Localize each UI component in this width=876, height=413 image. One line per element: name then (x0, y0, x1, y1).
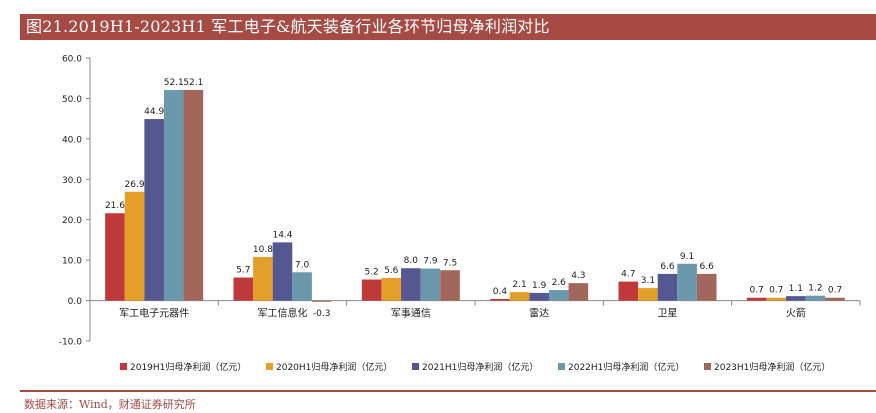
legend-swatch (266, 363, 273, 370)
data-label: 26.9 (125, 180, 145, 190)
x-category-label: 军工信息化 (258, 307, 308, 320)
bar-4 (805, 295, 826, 301)
bar-2 (638, 288, 658, 301)
y-tick-label: -10.0 (59, 338, 83, 348)
data-label: 0.7 (769, 286, 783, 296)
data-label: 10.8 (253, 245, 273, 255)
data-label: 2.6 (552, 278, 567, 288)
legend-swatch (558, 363, 565, 370)
legend-label: 2020H1归母净利润（亿元） (276, 361, 392, 373)
data-label: 14.4 (272, 230, 292, 240)
bar-3 (786, 296, 806, 301)
y-tick-label: 0.0 (68, 297, 83, 307)
data-label: 8.0 (404, 256, 419, 266)
legend-swatch (704, 363, 711, 370)
bar-1 (233, 277, 254, 301)
legend-label: 2019H1归母净利润（亿元） (130, 361, 246, 373)
y-tick-label: 10.0 (62, 257, 82, 267)
bar-3 (272, 242, 293, 301)
chart-title: 图21.2019H1-2023H1 军工电子&航天装备行业各环节归母净利润对比 (26, 17, 550, 36)
y-tick-label: 40.0 (62, 135, 82, 145)
y-tick-label: 60.0 (62, 55, 82, 65)
data-label: 0.7 (749, 286, 763, 296)
data-label: 5.2 (364, 268, 378, 278)
data-label: 4.3 (571, 271, 585, 281)
bar-1 (746, 297, 767, 301)
data-label: 0.7 (828, 286, 842, 296)
bar-5 (311, 300, 332, 302)
bar-4 (548, 290, 569, 301)
bar-4 (677, 263, 697, 301)
legend-swatch (412, 363, 419, 370)
bar-2 (253, 256, 273, 301)
data-label: 5.7 (236, 266, 250, 276)
data-label: 52.1 (164, 78, 184, 88)
bar-2 (124, 191, 145, 301)
data-label: 7.0 (295, 260, 310, 270)
bar-1 (105, 213, 125, 301)
bar-3 (401, 268, 421, 301)
data-label: 5.6 (384, 266, 399, 276)
data-label: 6.6 (700, 262, 715, 272)
bar-2 (381, 277, 402, 301)
data-label: -0.3 (313, 309, 331, 319)
bar-5 (183, 89, 204, 301)
data-label: 1.9 (532, 281, 547, 291)
x-category-label: 军事通信 (391, 307, 431, 320)
bar-1 (361, 279, 382, 301)
y-tick-label: 30.0 (62, 176, 82, 186)
data-label: 0.4 (493, 287, 508, 297)
source-divider (20, 390, 876, 392)
bar-3 (657, 273, 678, 301)
data-label: 7.5 (443, 258, 457, 268)
bar-4 (163, 89, 184, 301)
bar-4 (420, 268, 441, 301)
data-label: 4.7 (621, 270, 635, 280)
legend-label: 2022H1归母净利润（亿元） (568, 361, 684, 373)
bar-4 (292, 272, 312, 301)
data-label: 1.2 (808, 284, 822, 294)
bar-5 (696, 273, 717, 301)
legend-swatch (120, 363, 127, 370)
y-tick-label: 50.0 (62, 95, 82, 105)
chart-area: 60.0 50.0 40.0 30.0 20.0 10.0 0.0 -10.0 军工电子元器件 2… (0, 44, 876, 390)
title-bar: 图21.2019H1-2023H1 军工电子&航天装备行业各环节归母净利润对比 (20, 14, 876, 40)
bar-5 (440, 270, 460, 301)
bar-1 (618, 281, 639, 301)
data-label: 1.1 (789, 284, 803, 294)
data-label: 7.9 (423, 257, 438, 267)
data-label: 21.6 (105, 201, 125, 211)
data-label: 9.1 (680, 252, 694, 262)
bar-5 (825, 297, 845, 301)
x-category-label: 火箭 (786, 307, 806, 320)
data-label: 52.1 (183, 78, 203, 88)
y-tick-label: 20.0 (62, 216, 82, 226)
data-label: 3.1 (641, 276, 655, 286)
data-label: 6.6 (660, 262, 675, 272)
bar-2 (766, 297, 787, 301)
bar-5 (568, 283, 589, 301)
bar-3 (529, 292, 549, 301)
data-label: 44.9 (144, 107, 164, 117)
bar-chart: 60.0 50.0 40.0 30.0 20.0 10.0 0.0 -10.0 军工电子元器件 2… (59, 55, 861, 373)
data-label: 2.1 (512, 280, 526, 290)
x-category-label: 军工电子元器件 (119, 307, 189, 320)
bar-1 (490, 298, 510, 301)
legend-label: 2021H1归母净利润（亿元） (422, 361, 538, 373)
bar-2 (509, 292, 530, 301)
x-category-label: 雷达 (529, 308, 549, 320)
legend-label: 2023H1归母净利润（亿元） (714, 361, 830, 373)
source-note: 数据来源：Wind，财通证券研究所 (24, 398, 196, 411)
bar-3 (144, 119, 164, 301)
x-category-label: 卫星 (658, 308, 678, 320)
